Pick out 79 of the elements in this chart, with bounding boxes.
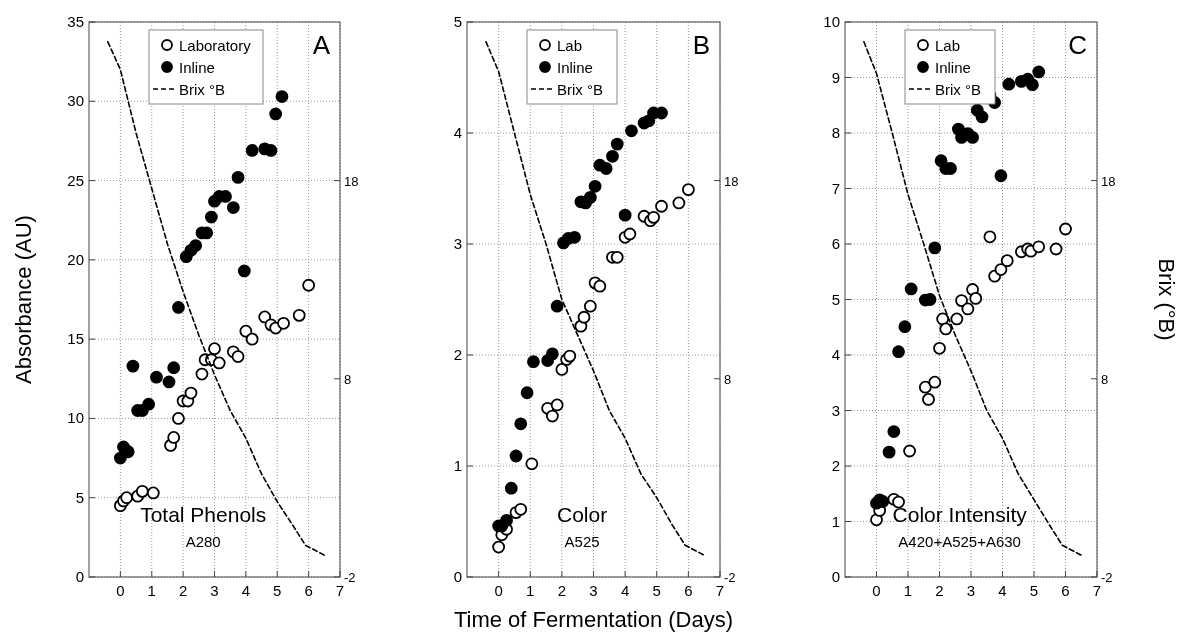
y2-tick-label: 8 — [724, 371, 732, 387]
x-tick-label: 2 — [935, 582, 944, 599]
y-tick-label: 0 — [453, 568, 462, 585]
x-tick-label: 2 — [178, 582, 188, 599]
y-tick-label: 3 — [831, 401, 840, 419]
legend-label: Brix °B — [557, 81, 604, 98]
y2-tick-label: -2 — [1101, 570, 1113, 585]
y2-tick-label: 18 — [1101, 173, 1116, 189]
legend-label: Inline — [935, 59, 971, 76]
x-tick-label: 6 — [1061, 582, 1070, 599]
x-axis-title: Time of Fermentation (Days) — [453, 607, 734, 632]
y-tick-label: 7 — [831, 179, 840, 197]
y-tick-label: 1 — [831, 512, 840, 530]
annotation: A — [312, 30, 331, 60]
legend-label: Brix °B — [935, 81, 982, 98]
x-tick-label: 3 — [966, 582, 976, 599]
annotation: A525 — [564, 533, 600, 550]
y-tick-label: 6 — [831, 235, 840, 252]
y-tick-label: 9 — [831, 68, 840, 86]
x-tick-label: 6 — [304, 582, 313, 599]
x-tick-label: 7 — [335, 582, 345, 599]
x-tick-label: 4 — [620, 582, 630, 599]
y-tick-label: 15 — [67, 330, 84, 348]
x-tick-label: 3 — [210, 582, 219, 599]
y-tick-label: 1 — [453, 457, 462, 474]
annotation: A280 — [185, 533, 221, 550]
x-tick-label: 6 — [684, 582, 693, 599]
x-tick-label: 1 — [147, 582, 156, 599]
annotation: C — [1068, 30, 1087, 60]
x-tick-label: 5 — [652, 582, 661, 599]
x-tick-label: 5 — [1029, 582, 1039, 599]
annotation: B — [692, 30, 710, 60]
y2-tick-label: -2 — [344, 570, 356, 585]
y-tick-label: 5 — [75, 488, 84, 506]
legend-label: Inline — [179, 59, 215, 76]
y2-tick-label: 18 — [344, 173, 359, 189]
y-axis-title: Absorbance (AU) — [11, 215, 36, 384]
y-tick-label: 4 — [831, 346, 840, 363]
x-tick-label: 0 — [494, 582, 503, 599]
y-tick-label: 3 — [453, 235, 462, 252]
x-tick-label: 4 — [998, 582, 1007, 599]
y-tick-label: 5 — [453, 13, 462, 30]
x-tick-label: 1 — [903, 582, 913, 599]
y-tick-label: 0 — [75, 568, 84, 585]
y-tick-label: 0 — [831, 568, 840, 585]
x-tick-label: 7 — [1092, 582, 1102, 599]
x-tick-label: 0 — [116, 582, 125, 599]
y2-tick-label: 8 — [1101, 371, 1109, 387]
y-tick-label: 25 — [67, 171, 84, 189]
annotation: A420+A525+A630 — [898, 533, 1021, 550]
x-tick-label: 4 — [241, 582, 251, 599]
y-tick-label: 5 — [831, 290, 840, 308]
x-tick-label: 3 — [589, 582, 598, 599]
y-tick-label: 2 — [831, 457, 840, 474]
y-tick-label: 35 — [67, 13, 84, 30]
legend-label: Brix °B — [179, 81, 226, 98]
annotation: Total Phenols — [140, 503, 267, 526]
x-tick-label: 2 — [557, 582, 567, 599]
y2-axis-title: Brix (°B) — [1154, 258, 1179, 341]
y-tick-label: 8 — [831, 124, 840, 141]
annotation: Color Intensity — [892, 503, 1028, 526]
y-tick-label: 2 — [453, 346, 462, 363]
legend-label: Lab — [935, 37, 961, 54]
y2-tick-label: -2 — [724, 570, 736, 585]
y-tick-label: 10 — [67, 409, 84, 427]
y-tick-label: 20 — [67, 250, 84, 268]
legend-label: Laboratory — [179, 37, 252, 54]
x-tick-label: 0 — [872, 582, 881, 599]
y-tick-label: 10 — [823, 13, 840, 30]
x-tick-label: 1 — [526, 582, 535, 599]
y-tick-label: 30 — [67, 92, 84, 110]
legend-label: Inline — [557, 59, 593, 76]
y2-tick-label: 18 — [724, 173, 739, 189]
annotation: Color — [557, 503, 608, 526]
legend-label: Lab — [557, 37, 583, 54]
x-tick-label: 5 — [273, 582, 282, 599]
y2-tick-label: 8 — [344, 371, 352, 387]
y-tick-label: 4 — [453, 124, 462, 141]
x-tick-label: 7 — [715, 582, 725, 599]
